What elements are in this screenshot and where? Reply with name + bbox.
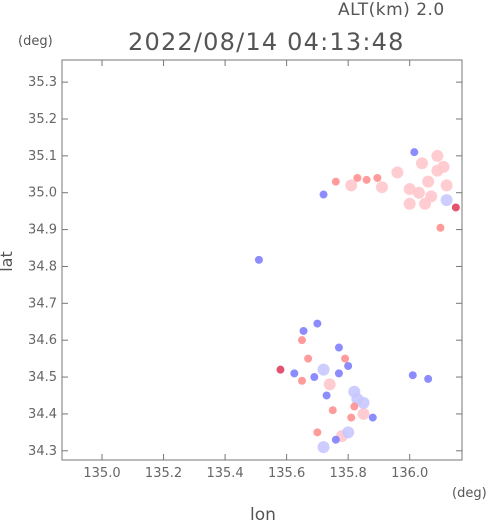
echo-negative xyxy=(317,363,330,376)
echo-negative xyxy=(408,371,417,380)
y-tick-label: 34.9 xyxy=(28,223,57,238)
echo-positive xyxy=(422,175,435,188)
y-tick-label: 34.3 xyxy=(28,444,57,459)
echo-positive xyxy=(416,157,428,170)
y-tick-label: 35.3 xyxy=(28,75,57,90)
echo-negative xyxy=(357,396,370,409)
echo-positive xyxy=(412,186,425,199)
echo-negative xyxy=(317,441,330,454)
x-axis-label: lon xyxy=(250,505,276,525)
echo-positive xyxy=(345,179,358,192)
echo-positive xyxy=(341,354,350,363)
echo-negative xyxy=(410,148,419,157)
echo-positive xyxy=(403,197,416,210)
echo-positive xyxy=(437,160,450,173)
ticks-layer: 135.0 135.2 135.4 135.6 135.8 136.0 34.3 34.4 34… xyxy=(28,60,462,481)
echo-positive xyxy=(328,406,337,415)
echo-negative xyxy=(331,435,340,444)
x-tick-label: 135.6 xyxy=(268,466,305,481)
echo-layer xyxy=(254,148,460,454)
echo-positive xyxy=(357,407,370,420)
y-tick-label: 35.0 xyxy=(28,186,57,201)
y-tick-label: 34.7 xyxy=(28,296,57,311)
plot-frame xyxy=(61,59,463,461)
y-tick-label: 35.1 xyxy=(28,149,57,164)
echo-negative xyxy=(344,361,353,370)
x-tick-label: 135.4 xyxy=(206,466,243,481)
echo-positive xyxy=(391,166,404,179)
datetime-title: 2022/08/14 04:13:48 xyxy=(128,28,405,56)
echo-negative xyxy=(313,319,322,328)
echo-negative xyxy=(299,326,308,335)
y-tick-label: 34.6 xyxy=(28,333,57,348)
echo-positive xyxy=(362,175,371,184)
x-tick-label: 135.2 xyxy=(145,466,182,481)
echo-positive xyxy=(347,413,356,422)
echo-negative xyxy=(440,194,453,207)
echo-positive xyxy=(373,173,382,182)
y-tick-label: 35.2 xyxy=(28,112,57,127)
echo-positive xyxy=(304,354,313,363)
echo-positive xyxy=(276,365,285,374)
echo-positive xyxy=(331,177,340,186)
echo-negative xyxy=(254,255,263,264)
echo-negative xyxy=(368,413,377,422)
x-tick-label: 135.8 xyxy=(330,466,367,481)
y-tick-label: 34.5 xyxy=(28,370,57,385)
x-tick-label: 135.0 xyxy=(83,466,120,481)
x-tick-label: 136.0 xyxy=(391,466,428,481)
echo-positive xyxy=(431,149,444,162)
echo-positive xyxy=(436,223,445,232)
echo-negative xyxy=(310,373,319,382)
x-axis-unit: (deg) xyxy=(452,486,487,501)
y-tick-label: 34.8 xyxy=(28,259,57,274)
echo-positive xyxy=(298,336,306,345)
echo-positive xyxy=(440,179,453,192)
echo-positive xyxy=(419,197,432,210)
echo-negative xyxy=(334,343,343,352)
echo-negative xyxy=(319,190,328,199)
echo-positive xyxy=(298,376,306,385)
echo-negative xyxy=(322,391,331,400)
echo-negative xyxy=(334,369,343,378)
echo-negative xyxy=(424,374,433,383)
altitude-label: ALT(km) 2.0 xyxy=(338,0,445,20)
echo-positive xyxy=(403,183,416,196)
echo-positive xyxy=(313,428,322,437)
echo-positive xyxy=(353,173,362,182)
y-axis-unit: (deg) xyxy=(18,34,53,49)
echo-positive xyxy=(451,203,460,212)
echo-positive xyxy=(350,402,359,411)
echo-positive xyxy=(376,181,388,194)
echo-negative xyxy=(342,426,355,439)
y-tick-label: 34.4 xyxy=(28,407,57,422)
echo-negative xyxy=(290,369,299,378)
echo-positive xyxy=(323,378,336,391)
